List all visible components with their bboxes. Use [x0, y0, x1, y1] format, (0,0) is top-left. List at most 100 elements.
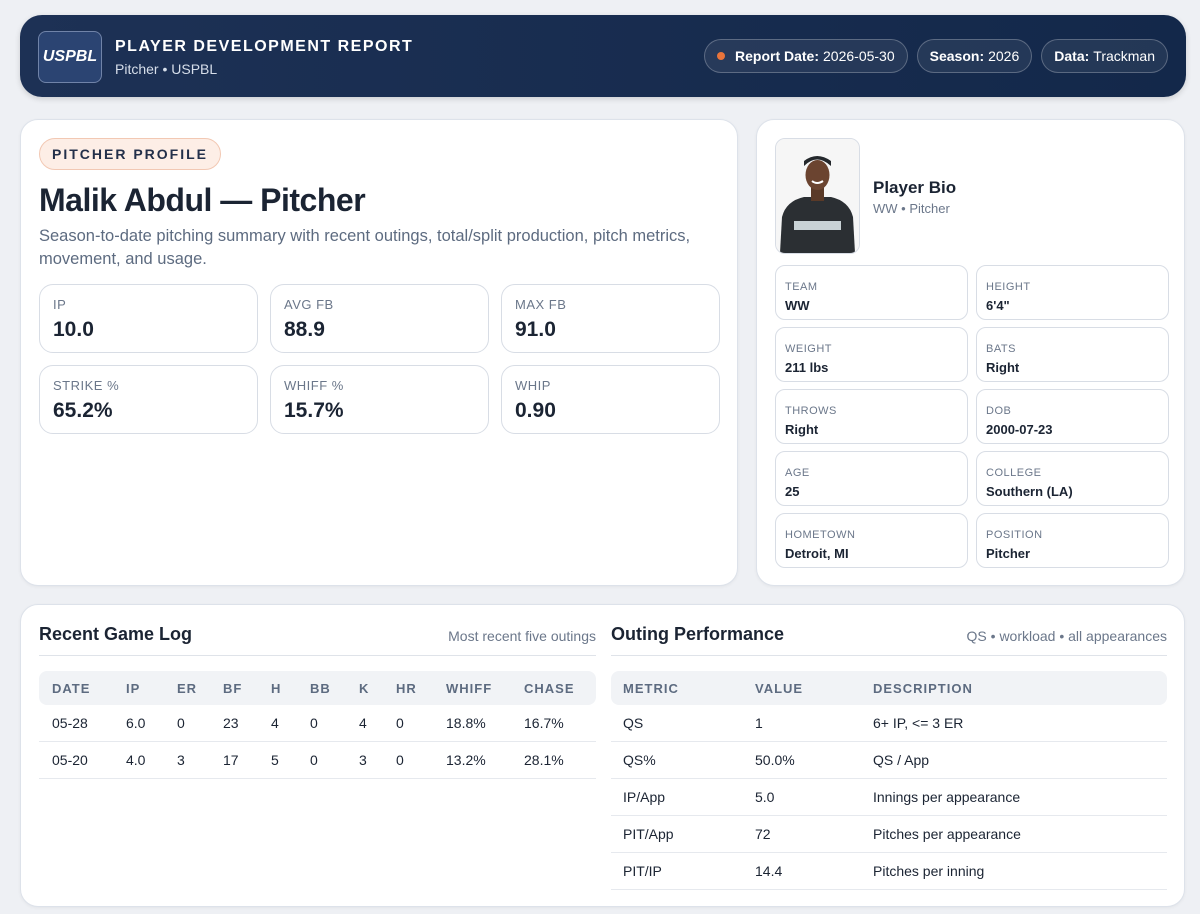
header-row: METRIC VALUE DESCRIPTION [611, 671, 1167, 705]
table-cell: 1 [755, 705, 873, 742]
pill-value: 2026 [988, 48, 1020, 64]
field-label: THROWS [785, 405, 837, 417]
stat-label: IP [53, 297, 67, 312]
table-cell: Innings per appearance [873, 778, 1167, 816]
stat-value: 15.7% [284, 399, 344, 422]
table-cell: 4.0 [126, 741, 177, 779]
table-head: DATE IP ER BF H BB K HR WHIFF CHASE [39, 671, 596, 705]
column-header: WHIFF [446, 671, 524, 705]
stat-value: 91.0 [515, 318, 556, 341]
bio-field: HOMETOWN Detroit, MI [775, 513, 968, 568]
table-cell: 28.1% [524, 741, 596, 779]
table-cell: 13.2% [446, 741, 524, 779]
description: Season-to-date pitching summary with rec… [39, 227, 691, 268]
table-row: 05-28 6.0 0 23 4 0 4 0 18.8% 16.7% [39, 705, 596, 742]
stat-label: WHIFF % [284, 378, 344, 393]
outing-performance: Outing Performance QS • workload • all a… [611, 605, 1167, 905]
field-label: DOB [986, 405, 1012, 417]
table-cell: 05-20 [39, 741, 126, 779]
stat-card: STRIKE % 65.2% [39, 365, 258, 434]
bio-field: THROWS Right [775, 389, 968, 444]
section-title: Outing Performance [611, 624, 785, 644]
pill-label: Data: [1054, 48, 1090, 64]
table-cell: 0 [396, 741, 446, 779]
field-label: COLLEGE [986, 467, 1042, 479]
pill-value: Trackman [1093, 48, 1155, 64]
table-cell: QS [611, 705, 755, 742]
report-title: PLAYER DEVELOPMENT REPORT [115, 38, 414, 55]
column-header: DATE [39, 671, 126, 705]
bio-field: AGE 25 [775, 451, 968, 506]
stat-card: WHIFF % 15.7% [270, 365, 489, 434]
stat-value: 88.9 [284, 318, 325, 341]
bio-field: HEIGHT 6'4" [976, 265, 1169, 320]
divider [611, 655, 1167, 656]
field-value: Southern (LA) [986, 484, 1073, 499]
bio-field: TEAM WW [775, 265, 968, 320]
table-cell: 72 [755, 815, 873, 853]
table-cell: 14.4 [755, 852, 873, 890]
column-header: HR [396, 671, 446, 705]
stat-card: WHIP 0.90 [501, 365, 720, 434]
table-cell: PIT/App [611, 815, 755, 853]
table-cell: 3 [177, 741, 223, 779]
bio-field: DOB 2000-07-23 [976, 389, 1169, 444]
table-cell: 16.7% [524, 705, 596, 742]
section-title: Recent Game Log [39, 624, 193, 644]
header-pill: Report Date: 2026-05-30 [704, 39, 908, 73]
table-row: PIT/App 72 Pitches per appearance [611, 815, 1167, 853]
field-value: Pitcher [986, 546, 1031, 561]
table-row: 05-20 4.0 3 17 5 0 3 0 13.2% 28.1% [39, 741, 596, 779]
table-cell: 0 [310, 705, 359, 742]
stat-value: 65.2% [53, 399, 113, 422]
field-value: Right [986, 360, 1020, 375]
field-value: 6'4" [986, 298, 1010, 313]
bio-field: WEIGHT 211 lbs [775, 327, 968, 382]
column-header: CHASE [524, 671, 596, 705]
table-head: METRIC VALUE DESCRIPTION [611, 671, 1167, 705]
tables-card: Recent Game Log Most recent five outings… [20, 604, 1185, 907]
field-label: WEIGHT [785, 343, 832, 355]
stat-label: AVG FB [284, 297, 334, 312]
header-pill: Data: Trackman [1041, 39, 1168, 73]
column-header: K [359, 671, 396, 705]
table-row: IP/App 5.0 Innings per appearance [611, 778, 1167, 816]
table-body: 05-28 6.0 0 23 4 0 4 0 18.8% 16.7% 05-20 4.0 3 17 5 0 3 0… [39, 705, 596, 779]
table-row: QS 1 6+ IP, <= 3 ER [611, 705, 1167, 742]
bio-field: COLLEGE Southern (LA) [976, 451, 1169, 506]
status-dot [717, 52, 725, 60]
bio-field: POSITION Pitcher [976, 513, 1169, 568]
stat-grid: IP 10.0 AVG FB 88.9 MAX FB 91.0 STRIKE % 65.2% W… [39, 284, 720, 434]
section-note: QS • workload • all appearances [966, 628, 1167, 644]
field-value: 25 [785, 484, 800, 499]
table-cell: QS% [611, 741, 755, 779]
section-note: Most recent five outings [448, 628, 596, 644]
field-label: AGE [785, 467, 810, 479]
pill-label: Report Date: [735, 48, 820, 64]
pill-label: Season: [929, 48, 985, 64]
table-cell: 17 [223, 741, 271, 779]
table-cell: 3 [359, 741, 396, 779]
stat-value: 10.0 [53, 318, 94, 341]
column-header: IP [126, 671, 177, 705]
table-cell: 6.0 [126, 705, 177, 742]
field-label: POSITION [986, 529, 1043, 541]
column-header: BB [310, 671, 359, 705]
profile-card: PITCHER PROFILE Malik Abdul — Pitcher Se… [20, 119, 738, 586]
table-row: QS% 50.0% QS / App [611, 741, 1167, 779]
pill-value: 2026-05-30 [823, 48, 895, 64]
game-log-table: DATE IP ER BF H BB K HR WHIFF CHASE 05-28 6.0 0 23 4 0 4… [39, 671, 596, 779]
field-value: Detroit, MI [785, 546, 849, 561]
column-header: DESCRIPTION [873, 671, 1167, 705]
table-cell: 6+ IP, <= 3 ER [873, 705, 1167, 742]
table-cell: 4 [271, 705, 310, 742]
stat-card: AVG FB 88.9 [270, 284, 489, 353]
table-cell: 18.8% [446, 705, 524, 742]
column-header: H [271, 671, 310, 705]
field-label: TEAM [785, 281, 818, 293]
table-cell: Pitches per inning [873, 852, 1167, 890]
logo: USPBL [38, 31, 102, 83]
bio-field: BATS Right [976, 327, 1169, 382]
stat-label: MAX FB [515, 297, 567, 312]
